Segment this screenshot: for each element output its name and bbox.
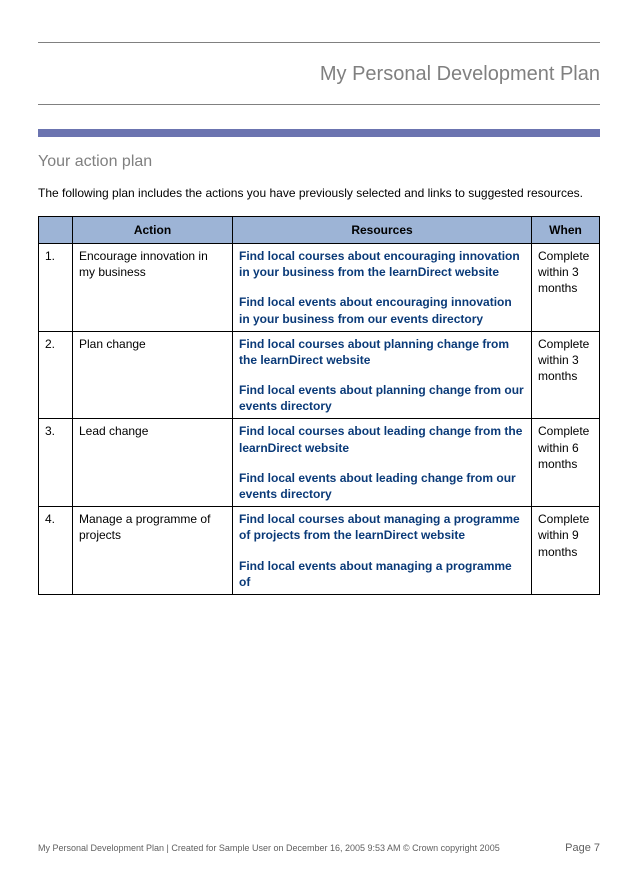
header-rule-top bbox=[38, 42, 600, 43]
row-action: Manage a programme of projects bbox=[73, 507, 233, 595]
header-rule-bottom bbox=[38, 104, 600, 105]
section-title: Your action plan bbox=[38, 153, 600, 171]
table-row: 1. Encourage innovation in my business F… bbox=[39, 243, 600, 331]
row-resources: Find local courses about leading change … bbox=[233, 419, 532, 507]
resource-link[interactable]: Find local courses about managing a prog… bbox=[239, 511, 525, 543]
resource-link[interactable]: Find local events about planning change … bbox=[239, 382, 525, 414]
row-resources: Find local courses about managing a prog… bbox=[233, 507, 532, 595]
resource-link[interactable]: Find local courses about encouraging inn… bbox=[239, 248, 525, 280]
col-header-when: When bbox=[532, 216, 600, 243]
row-when: Complete within 3 months bbox=[532, 331, 600, 419]
table-header-row: Action Resources When bbox=[39, 216, 600, 243]
row-num: 2. bbox=[39, 331, 73, 419]
page-number: Page 7 bbox=[565, 842, 600, 854]
table-row: 4. Manage a programme of projects Find l… bbox=[39, 507, 600, 595]
row-action: Lead change bbox=[73, 419, 233, 507]
accent-bar bbox=[38, 129, 600, 137]
col-header-resources: Resources bbox=[233, 216, 532, 243]
row-num: 1. bbox=[39, 243, 73, 331]
resource-link[interactable]: Find local events about managing a progr… bbox=[239, 558, 525, 590]
col-header-num bbox=[39, 216, 73, 243]
row-when: Complete within 3 months bbox=[532, 243, 600, 331]
row-num: 3. bbox=[39, 419, 73, 507]
row-action: Plan change bbox=[73, 331, 233, 419]
resource-link[interactable]: Find local courses about leading change … bbox=[239, 423, 525, 455]
table-row: 2. Plan change Find local courses about … bbox=[39, 331, 600, 419]
resource-link[interactable]: Find local courses about planning change… bbox=[239, 336, 525, 368]
row-resources: Find local courses about planning change… bbox=[233, 331, 532, 419]
row-resources: Find local courses about encouraging inn… bbox=[233, 243, 532, 331]
footer-info: My Personal Development Plan | Created f… bbox=[38, 843, 500, 853]
row-action: Encourage innovation in my business bbox=[73, 243, 233, 331]
page-footer: My Personal Development Plan | Created f… bbox=[38, 842, 600, 854]
resource-link[interactable]: Find local events about encouraging inno… bbox=[239, 294, 525, 326]
row-num: 4. bbox=[39, 507, 73, 595]
action-plan-table: Action Resources When 1. Encourage innov… bbox=[38, 216, 600, 595]
intro-text: The following plan includes the actions … bbox=[38, 185, 600, 202]
page-title: My Personal Development Plan bbox=[38, 63, 600, 86]
table-row: 3. Lead change Find local courses about … bbox=[39, 419, 600, 507]
resource-link[interactable]: Find local events about leading change f… bbox=[239, 470, 525, 502]
col-header-action: Action bbox=[73, 216, 233, 243]
row-when: Complete within 9 months bbox=[532, 507, 600, 595]
row-when: Complete within 6 months bbox=[532, 419, 600, 507]
